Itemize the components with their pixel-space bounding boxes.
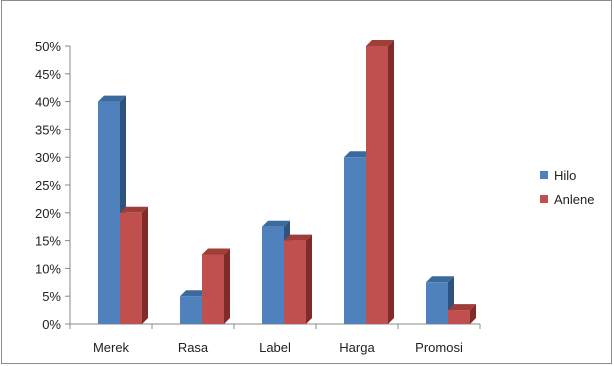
bar-anlene [448,310,470,324]
y-tick-label: 10% [35,261,61,276]
bar-anlene-side [142,206,148,324]
x-category-label: Label [259,340,291,355]
bar-anlene [366,46,388,324]
legend-label-anlene: Anlene [554,191,595,207]
bar-hilo [426,282,448,324]
bar-anlene-side [306,234,312,324]
y-tick-label: 20% [35,206,61,221]
bar-hilo-top [180,290,208,297]
bar-anlene [284,240,306,324]
legend-label-hilo: Hilo [554,167,577,183]
bar-hilo-top [98,95,126,102]
bar-anlene [202,254,224,324]
bar-anlene-side [388,40,394,324]
bar-hilo [262,226,284,324]
legend: Hilo Anlene [540,163,594,211]
bar-anlene [120,212,142,324]
y-tick-label: 15% [35,234,61,249]
bar-hilo-top [262,220,290,227]
legend-item-anlene: Anlene [540,187,594,211]
x-category-label: Harga [339,340,375,355]
bar-anlene-top [366,40,394,46]
x-category-label: Promosi [415,340,463,355]
legend-swatch-hilo [540,171,548,179]
bar-anlene-side [224,248,230,324]
bar-hilo-top [344,151,372,158]
legend-item-hilo: Hilo [540,163,594,187]
y-tick-label: 25% [35,178,61,193]
bar-hilo [180,296,202,324]
y-tick-label: 35% [35,122,61,137]
bar-anlene-top [202,248,230,255]
bar-anlene-top [120,206,148,213]
bar-anlene-top [284,234,312,241]
legend-swatch-anlene [540,195,548,203]
bar-anlene-side [470,304,476,324]
y-tick-label: 0% [42,317,61,332]
bar-hilo [98,101,120,324]
bar-hilo [344,157,366,324]
x-category-label: Rasa [178,340,209,355]
x-category-label: Merek [93,340,130,355]
y-tick-label: 40% [35,95,61,110]
y-tick-label: 5% [42,289,61,304]
y-tick-label: 50% [35,39,61,54]
y-tick-label: 45% [35,67,61,82]
bar-hilo-top [426,276,454,283]
bar-anlene-top [448,304,476,311]
y-tick-label: 30% [35,150,61,165]
